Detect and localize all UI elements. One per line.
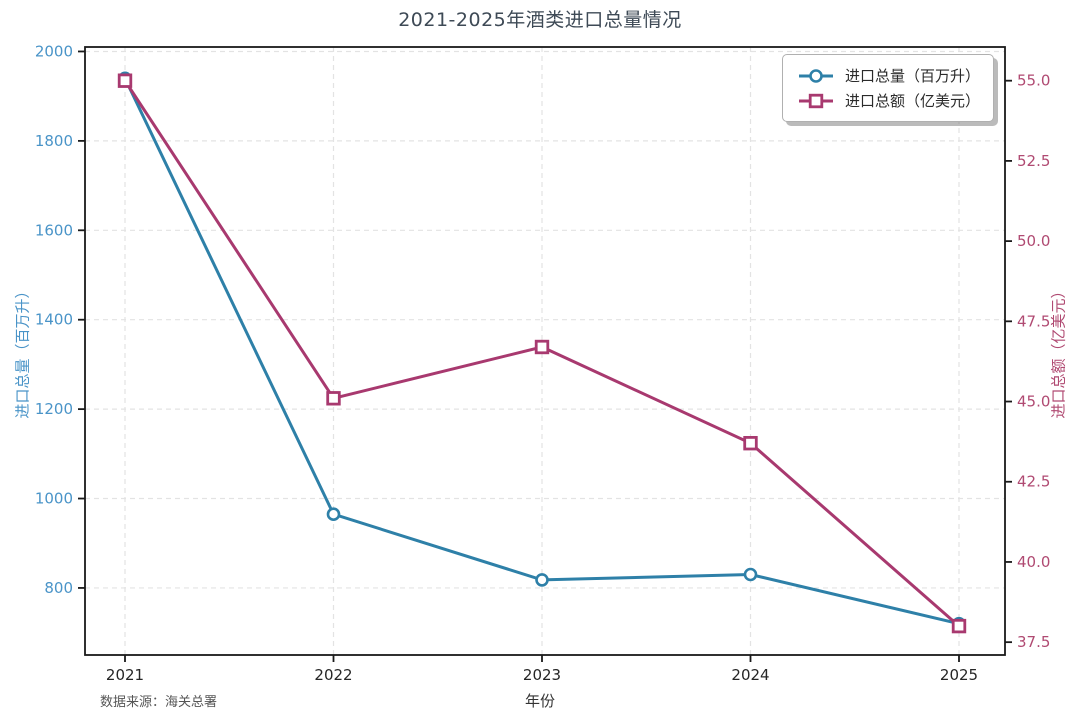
legend-label: 进口总额（亿美元） — [844, 92, 980, 110]
data-point-square — [117, 73, 133, 88]
data-point-circle — [326, 507, 341, 522]
x-tick-label: 2024 — [731, 666, 769, 684]
right-tick-label: 42.5 — [1017, 473, 1050, 491]
legend-item: 进口总额（亿美元） — [796, 88, 980, 113]
legend-label: 进口总量（百万升） — [844, 67, 980, 85]
right-axis-label: 进口总额（亿美元） — [1049, 283, 1068, 419]
left-axis-label: 进口总量（百万升） — [13, 283, 32, 419]
x-tick-label: 2023 — [523, 666, 561, 684]
left-tick-label: 1200 — [35, 400, 73, 418]
x-axis-label: 年份 — [524, 692, 555, 710]
right-tick-label: 52.5 — [1017, 152, 1050, 170]
right-tick-label: 50.0 — [1017, 232, 1050, 250]
plot-border — [84, 46, 1006, 656]
data-point-circle — [535, 573, 549, 587]
data-point-square — [534, 339, 550, 355]
left-tick-label: 1400 — [35, 311, 73, 329]
x-tick-label: 2021 — [106, 666, 144, 684]
source-note: 数据来源：海关总署 — [100, 695, 218, 710]
left-tick-label: 1800 — [35, 132, 73, 150]
right-tick-label: 45.0 — [1017, 393, 1050, 411]
right-tick-label: 37.5 — [1017, 633, 1050, 651]
right-tick-label: 40.0 — [1017, 553, 1050, 571]
legend-square-marker-icon — [798, 93, 833, 108]
data-point-circle — [743, 567, 758, 582]
legend-item: 进口总量（百万升） — [796, 63, 980, 88]
x-tick-label: 2025 — [940, 666, 978, 684]
legend-circle-marker-icon — [798, 68, 833, 83]
data-point-square — [743, 435, 758, 451]
chart-title: 2021-2025年酒类进口总量情况 — [398, 9, 682, 31]
left-tick-label: 1600 — [35, 221, 73, 239]
left-tick-label: 1000 — [35, 490, 73, 508]
right-tick-label: 47.5 — [1017, 312, 1050, 330]
legend: 进口总量（百万升） 进口总额（亿美元） — [781, 54, 994, 122]
data-point-square — [951, 618, 967, 634]
left-tick-label: 2000 — [35, 42, 73, 60]
x-tick-label: 2022 — [314, 666, 352, 684]
left-tick-label: 800 — [44, 579, 73, 597]
right-tick-label: 55.0 — [1017, 72, 1050, 90]
data-point-square — [326, 391, 341, 406]
